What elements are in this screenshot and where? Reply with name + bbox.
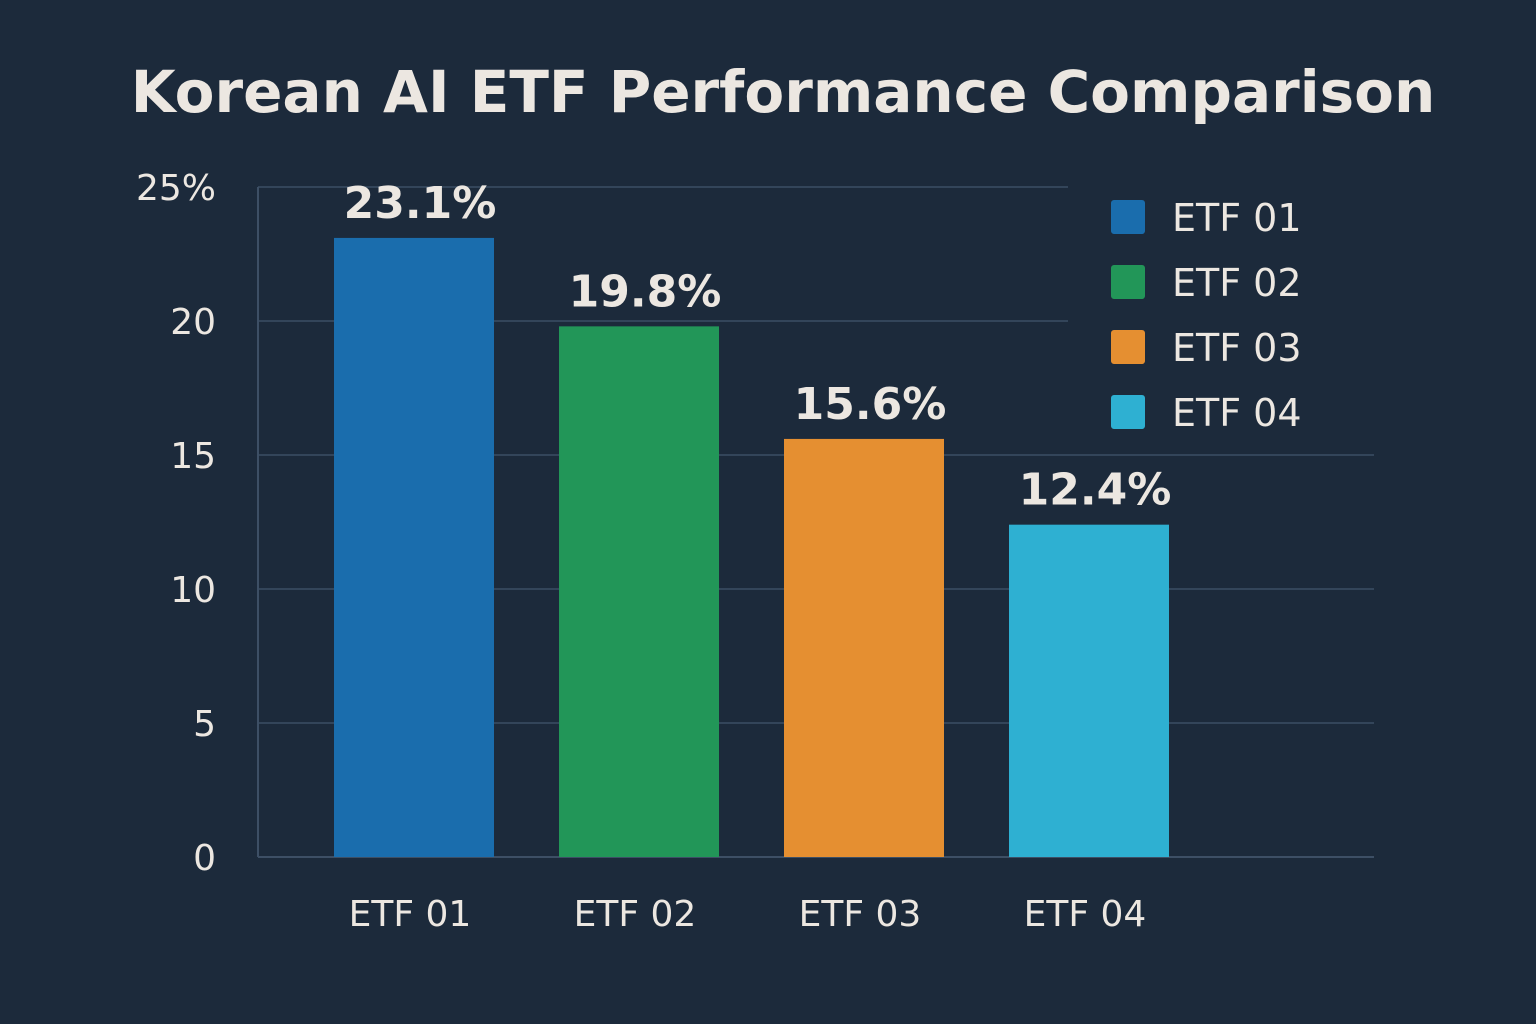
y-tick-label: 20	[170, 302, 216, 343]
legend-label-2: ETF 02	[1172, 261, 1302, 305]
legend-label-1: ETF 01	[1172, 196, 1302, 240]
y-tick-label: 10	[170, 570, 216, 611]
category-label-4: ETF 04	[1024, 894, 1147, 935]
bar-1	[334, 237, 494, 858]
legend-swatch-4	[1111, 395, 1145, 429]
legend-label-3: ETF 03	[1172, 326, 1302, 370]
legend-swatch-1	[1111, 200, 1145, 234]
category-label-2: ETF 02	[574, 894, 697, 935]
bar-3	[784, 438, 944, 857]
value-label-2: 19.8%	[569, 266, 722, 317]
value-label-1: 23.1%	[344, 178, 497, 229]
legend-swatch-2	[1111, 265, 1145, 299]
y-tick-label: 0	[193, 838, 216, 879]
legend-swatch-3	[1111, 330, 1145, 364]
legend: ETF 01 ETF 02 ETF 03 ETF 04	[1111, 196, 1302, 435]
value-label-3: 15.6%	[794, 379, 947, 430]
legend-label-4: ETF 04	[1172, 391, 1302, 435]
y-tick-label: 25%	[136, 168, 216, 209]
y-tick-label: 15	[170, 436, 216, 477]
chart-title: Korean AI ETF Performance Comparison	[131, 58, 1436, 126]
bar-2	[559, 326, 719, 857]
labels: 0 5 10 15 20 25% 23.1% ETF 01 19.8% ETF 02 15.6% ET…	[136, 168, 1171, 935]
value-label-4: 12.4%	[1019, 465, 1172, 516]
bars	[334, 237, 1169, 858]
category-label-1: ETF 01	[349, 894, 472, 935]
category-label-3: ETF 03	[799, 894, 922, 935]
y-tick-label: 5	[193, 704, 216, 745]
bar-4	[1009, 524, 1169, 857]
